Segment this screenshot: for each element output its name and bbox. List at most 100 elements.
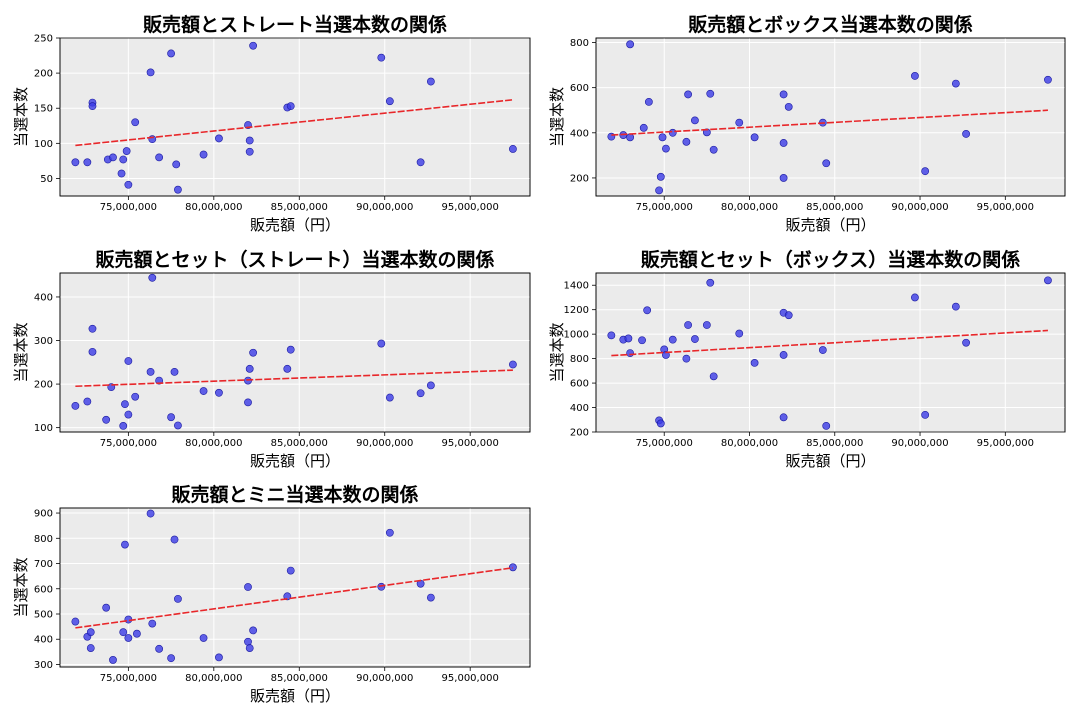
data-point [684, 90, 692, 99]
data-point [655, 186, 664, 195]
data-point [962, 130, 970, 138]
trend-line [611, 329, 1048, 357]
data-point [377, 53, 386, 62]
data-point [1044, 75, 1052, 84]
data-point [131, 118, 140, 127]
y-tick-label: 100 [34, 423, 53, 434]
chart-title: 販売額とセット（ボックス）当選本数の関係 [641, 248, 1020, 271]
data-point [951, 302, 960, 311]
y-tick-label: 400 [34, 635, 53, 646]
x-tick-label: 95,000,000 [442, 202, 499, 213]
data-point [245, 644, 254, 652]
data-point [71, 158, 80, 167]
data-point [124, 357, 133, 365]
chart-title: 販売額とミニ当選本数の関係 [171, 483, 418, 506]
x-tick-label: 80,000,000 [185, 438, 242, 449]
data-point [779, 174, 788, 182]
data-point [644, 97, 653, 106]
data-point [639, 123, 648, 132]
data-point [822, 159, 831, 168]
y-tick-label: 700 [34, 559, 53, 570]
x-tick-label: 95,000,000 [977, 438, 1034, 449]
data-point [245, 364, 254, 373]
data-point [148, 619, 157, 628]
y-axis-label: 当選本数 [548, 322, 566, 382]
y-tick-label: 100 [34, 139, 53, 150]
data-point [735, 118, 744, 127]
data-point [124, 634, 133, 642]
data-point [706, 89, 715, 98]
x-axis-label: 販売額（円） [250, 216, 340, 234]
data-point [951, 79, 960, 88]
y-tick-label: 50 [40, 174, 53, 185]
data-point [668, 335, 677, 344]
data-point [385, 528, 394, 537]
data-point [124, 180, 133, 189]
data-point [706, 278, 715, 287]
data-point [784, 311, 793, 320]
data-point [662, 351, 670, 359]
data-point [643, 306, 652, 315]
y-tick-label: 1000 [564, 330, 589, 341]
data-point [245, 136, 254, 145]
data-point [249, 626, 258, 635]
x-axis-label: 販売額（円） [250, 452, 340, 470]
data-point [109, 656, 117, 664]
data-point [416, 389, 425, 398]
plot-frame [59, 37, 531, 197]
data-point [656, 172, 665, 181]
y-tick-label: 1400 [564, 281, 589, 292]
data-point [249, 41, 258, 50]
data-point [286, 102, 295, 111]
x-tick-label: 85,000,000 [271, 438, 328, 449]
y-tick-label: 900 [34, 509, 53, 520]
data-point [86, 628, 95, 637]
x-tick-label: 75,000,000 [636, 202, 693, 213]
data-point [124, 410, 133, 419]
data-point [691, 116, 699, 125]
data-point [911, 293, 919, 302]
data-point [626, 349, 635, 358]
x-tick-label: 75,000,000 [100, 202, 157, 213]
trend-line [611, 109, 1048, 136]
data-point [426, 77, 435, 86]
data-point [962, 338, 970, 347]
data-point [286, 345, 295, 354]
data-point [822, 421, 831, 430]
chart-title: 販売額とセット（ストレート）当選本数の関係 [95, 248, 494, 271]
x-tick-label: 95,000,000 [442, 438, 499, 449]
y-tick-label: 200 [570, 173, 589, 184]
data-point [426, 593, 435, 602]
data-point [148, 273, 157, 282]
chart-panel-2: 75,000,000 80,000,000 85,000,000 90,000,000… [548, 13, 1066, 234]
data-point [102, 415, 111, 424]
data-point [88, 102, 97, 111]
y-tick-label: 500 [34, 610, 53, 621]
data-point [385, 97, 394, 106]
data-point [83, 158, 92, 167]
x-tick-label: 75,000,000 [100, 673, 157, 684]
data-point [668, 128, 677, 137]
data-point [119, 422, 128, 430]
x-tick-label: 85,000,000 [806, 202, 863, 213]
chart-panel-3: 75,000,000 80,000,000 85,000,000 90,000,000… [12, 248, 531, 470]
data-point [215, 134, 223, 143]
x-tick-label: 90,000,000 [356, 438, 413, 449]
data-point [662, 144, 670, 153]
y-axis-label: 当選本数 [548, 87, 566, 147]
data-point [199, 634, 208, 642]
data-point [170, 367, 179, 376]
plot-frame [59, 272, 531, 433]
data-point [172, 160, 181, 169]
y-tick-label: 600 [34, 584, 53, 595]
x-tick-label: 90,000,000 [356, 202, 413, 213]
data-point [249, 348, 258, 357]
data-point [416, 158, 425, 167]
x-tick-label: 85,000,000 [806, 438, 863, 449]
data-point [750, 358, 759, 367]
plot-frame [595, 272, 1066, 433]
y-tick-label: 400 [34, 292, 53, 303]
x-tick-label: 85,000,000 [271, 202, 328, 213]
data-point [656, 419, 665, 428]
